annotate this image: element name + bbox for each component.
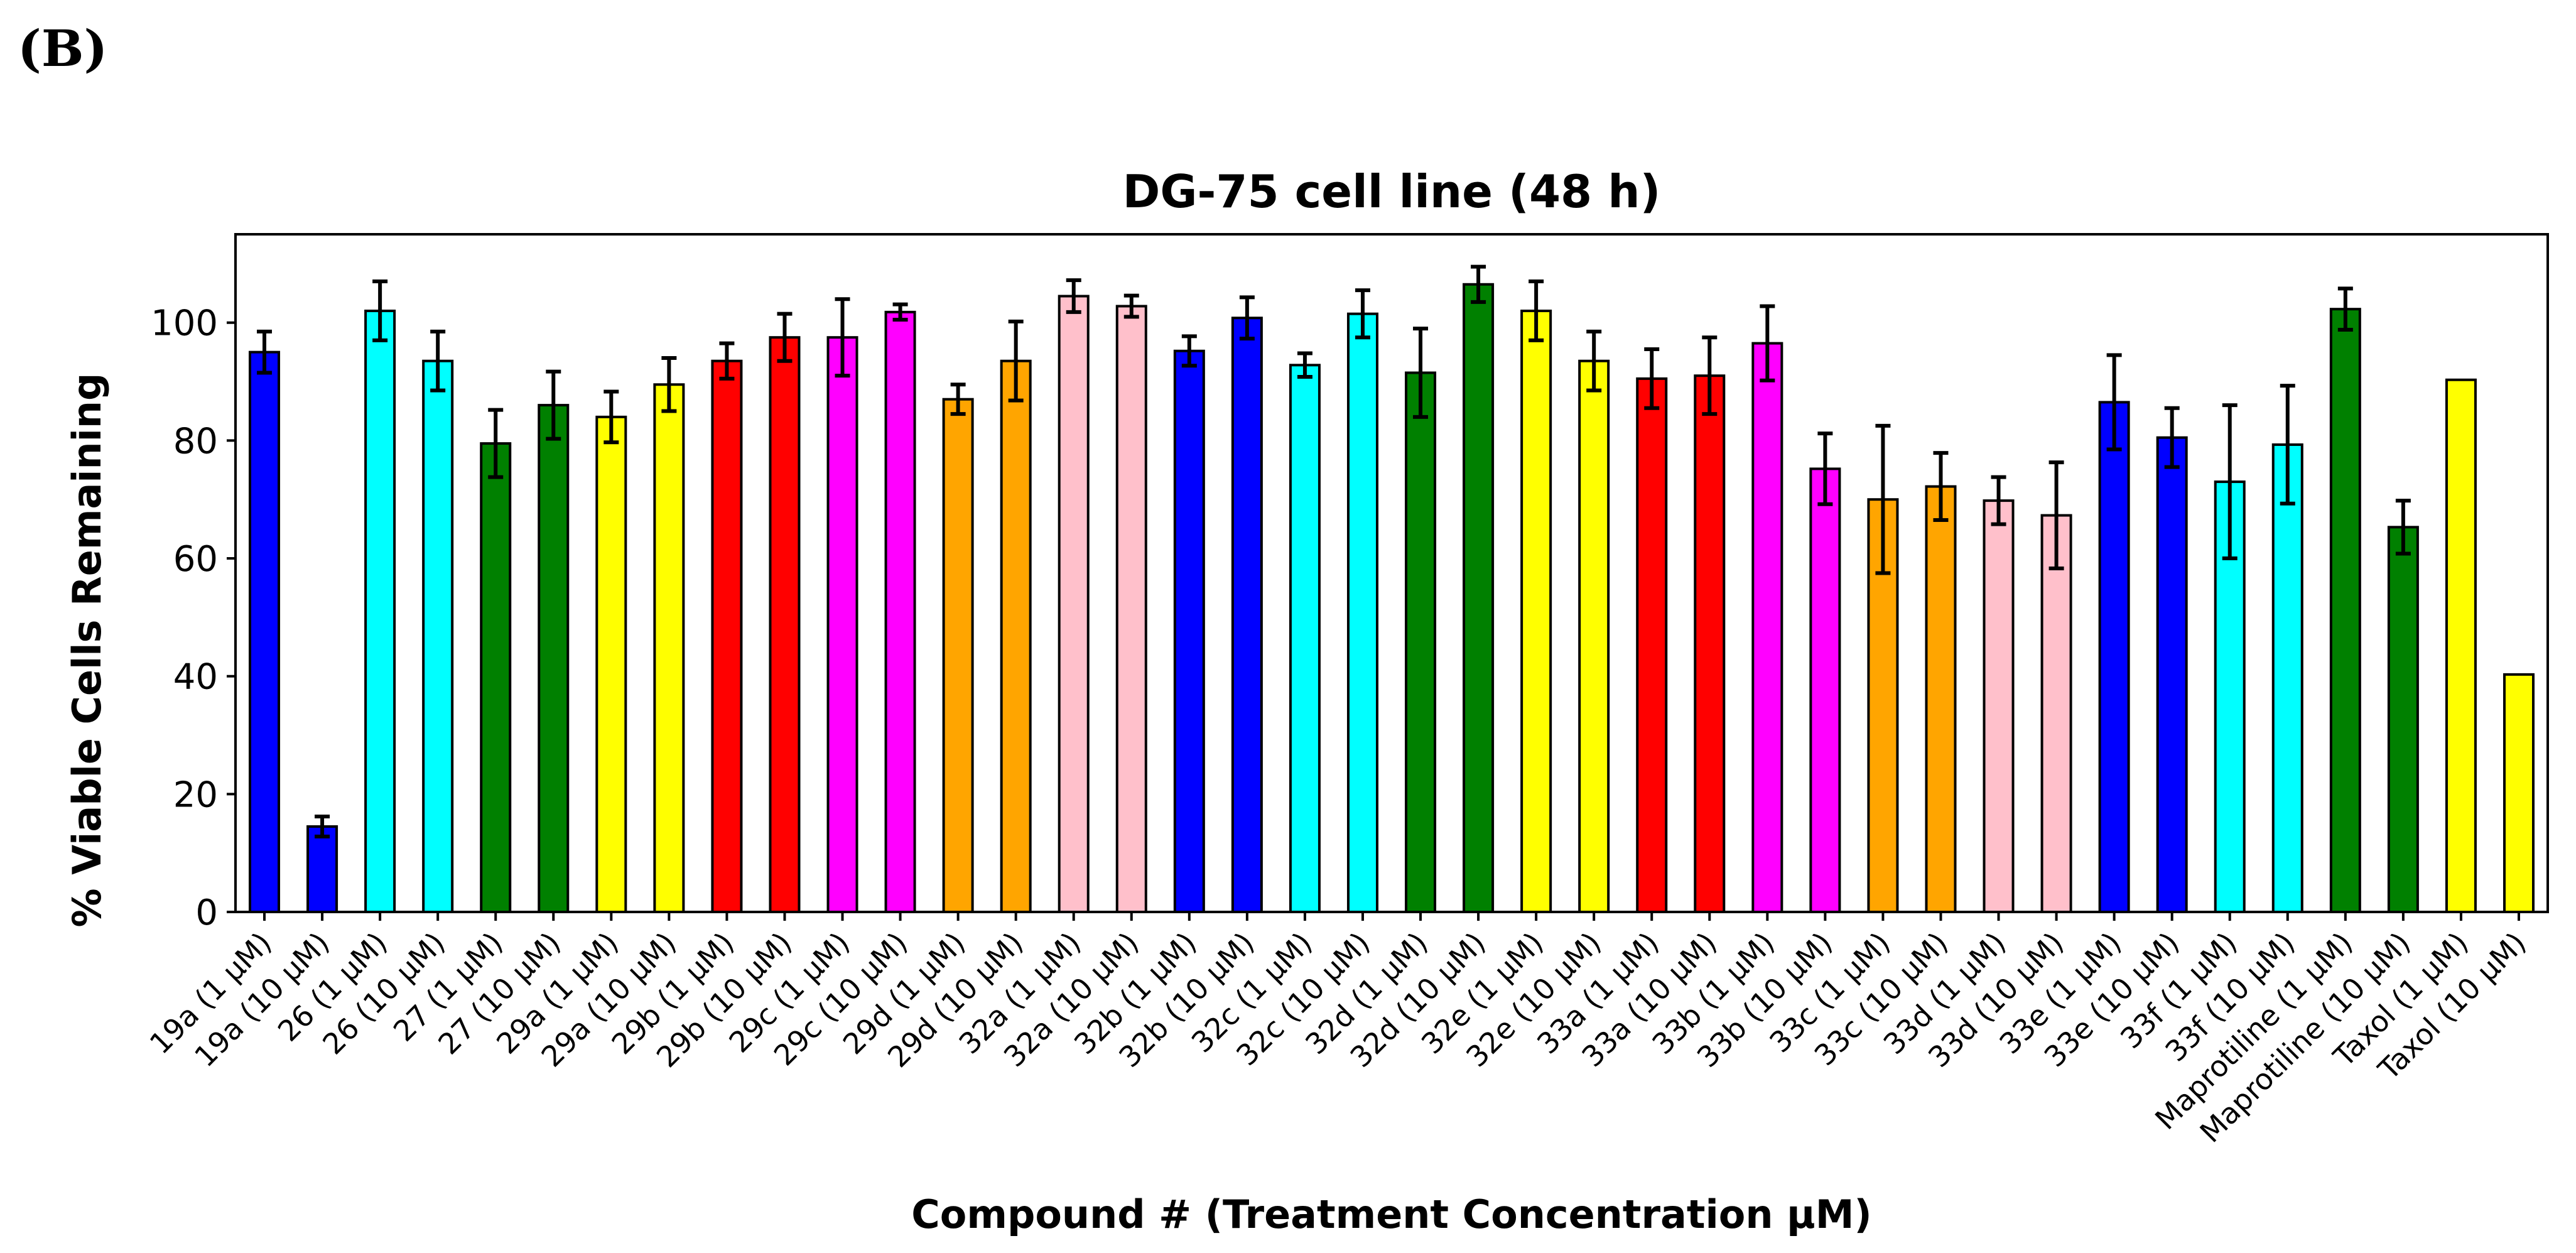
y-tick-label: 40 bbox=[173, 657, 218, 698]
error-bar bbox=[661, 356, 677, 413]
y-axis-label: % Viable Cells Remaining bbox=[64, 373, 110, 928]
y-axis-ticks: 0 20 40 60 80 100 bbox=[151, 303, 235, 933]
error-bar bbox=[1355, 288, 1370, 340]
error-bar bbox=[2048, 460, 2064, 570]
error-bar bbox=[2222, 403, 2238, 561]
bar bbox=[1173, 349, 1205, 913]
error-bar bbox=[257, 329, 273, 375]
bar bbox=[653, 383, 685, 913]
bar bbox=[769, 336, 801, 913]
error-bar bbox=[2164, 406, 2180, 469]
error-bar bbox=[1586, 329, 1602, 393]
error-bar bbox=[488, 408, 504, 479]
error-bar bbox=[2280, 384, 2295, 506]
bar bbox=[2098, 401, 2130, 913]
error-bar bbox=[2337, 286, 2353, 332]
bar bbox=[1346, 312, 1378, 913]
error-bars-layer bbox=[257, 264, 2411, 838]
bar bbox=[1000, 359, 1032, 913]
bar bbox=[2156, 436, 2188, 913]
error-bar bbox=[1760, 304, 1775, 382]
y-tick-label: 20 bbox=[173, 774, 218, 815]
x-axis-ticks: 19a (1 μM)19a (10 μM)26 (1 μM)26 (10 μM)… bbox=[143, 912, 2533, 1149]
bar bbox=[1809, 467, 1841, 913]
bar bbox=[306, 825, 338, 913]
chart-title: DG-75 cell line (48 h) bbox=[1123, 165, 1661, 218]
error-bar bbox=[1644, 347, 1660, 410]
error-bar bbox=[315, 815, 330, 838]
error-bar bbox=[777, 312, 793, 363]
bar bbox=[249, 350, 281, 913]
y-tick-label: 60 bbox=[173, 539, 218, 580]
bar bbox=[1289, 364, 1321, 913]
error-bar bbox=[1991, 475, 2006, 526]
bar bbox=[2329, 308, 2361, 913]
error-bar bbox=[892, 302, 908, 322]
panel-label: (B) bbox=[18, 19, 108, 78]
error-bar bbox=[1008, 319, 1024, 403]
error-bar bbox=[1239, 295, 1255, 341]
bar bbox=[2445, 378, 2477, 913]
bar bbox=[422, 359, 454, 913]
bar bbox=[1636, 377, 1668, 913]
bar bbox=[364, 309, 396, 913]
bar bbox=[711, 359, 743, 913]
error-bar bbox=[1066, 278, 1081, 314]
bar bbox=[1520, 309, 1552, 913]
error-bar bbox=[430, 329, 446, 393]
error-bar bbox=[372, 279, 388, 342]
bar bbox=[1463, 283, 1495, 913]
error-bar bbox=[1297, 351, 1312, 379]
bar bbox=[1983, 499, 2015, 913]
bar bbox=[2271, 443, 2303, 913]
bar bbox=[942, 398, 974, 913]
bar bbox=[2040, 514, 2072, 913]
error-bar bbox=[603, 389, 619, 445]
error-bar bbox=[835, 297, 850, 378]
error-bar bbox=[950, 382, 966, 416]
error-bar bbox=[1529, 279, 1544, 342]
bar bbox=[1694, 374, 1726, 913]
bars-layer bbox=[249, 283, 2535, 913]
bar bbox=[480, 442, 512, 913]
y-tick-label: 100 bbox=[151, 303, 218, 344]
error-bar bbox=[1817, 431, 1833, 506]
bar bbox=[1751, 342, 1783, 913]
error-bar bbox=[1702, 335, 1718, 416]
error-bar bbox=[1471, 264, 1486, 304]
error-bar bbox=[719, 341, 735, 381]
error-bar bbox=[1933, 451, 1949, 523]
error-bar bbox=[1181, 334, 1197, 368]
bar bbox=[884, 310, 916, 913]
bar bbox=[826, 336, 858, 913]
bar bbox=[1405, 371, 1437, 913]
bar bbox=[2503, 673, 2535, 913]
error-bar bbox=[1875, 423, 1891, 575]
error-bar bbox=[2106, 353, 2122, 452]
bar bbox=[1578, 359, 1610, 913]
error-bar bbox=[2395, 499, 2411, 556]
bar bbox=[1115, 305, 1147, 913]
bar bbox=[1925, 485, 1957, 913]
error-bar bbox=[1123, 293, 1139, 319]
plot-frame bbox=[234, 233, 2549, 913]
bar bbox=[595, 415, 627, 913]
bar bbox=[2387, 526, 2419, 913]
y-tick-label: 0 bbox=[195, 892, 218, 933]
bar bbox=[1231, 317, 1263, 913]
bar bbox=[538, 404, 570, 913]
x-axis-label: Compound # (Treatment Concentration μM) bbox=[911, 1191, 1871, 1237]
error-bar bbox=[1413, 327, 1429, 419]
y-tick-label: 80 bbox=[173, 421, 218, 462]
bar bbox=[1058, 295, 1090, 913]
error-bar bbox=[546, 369, 561, 441]
